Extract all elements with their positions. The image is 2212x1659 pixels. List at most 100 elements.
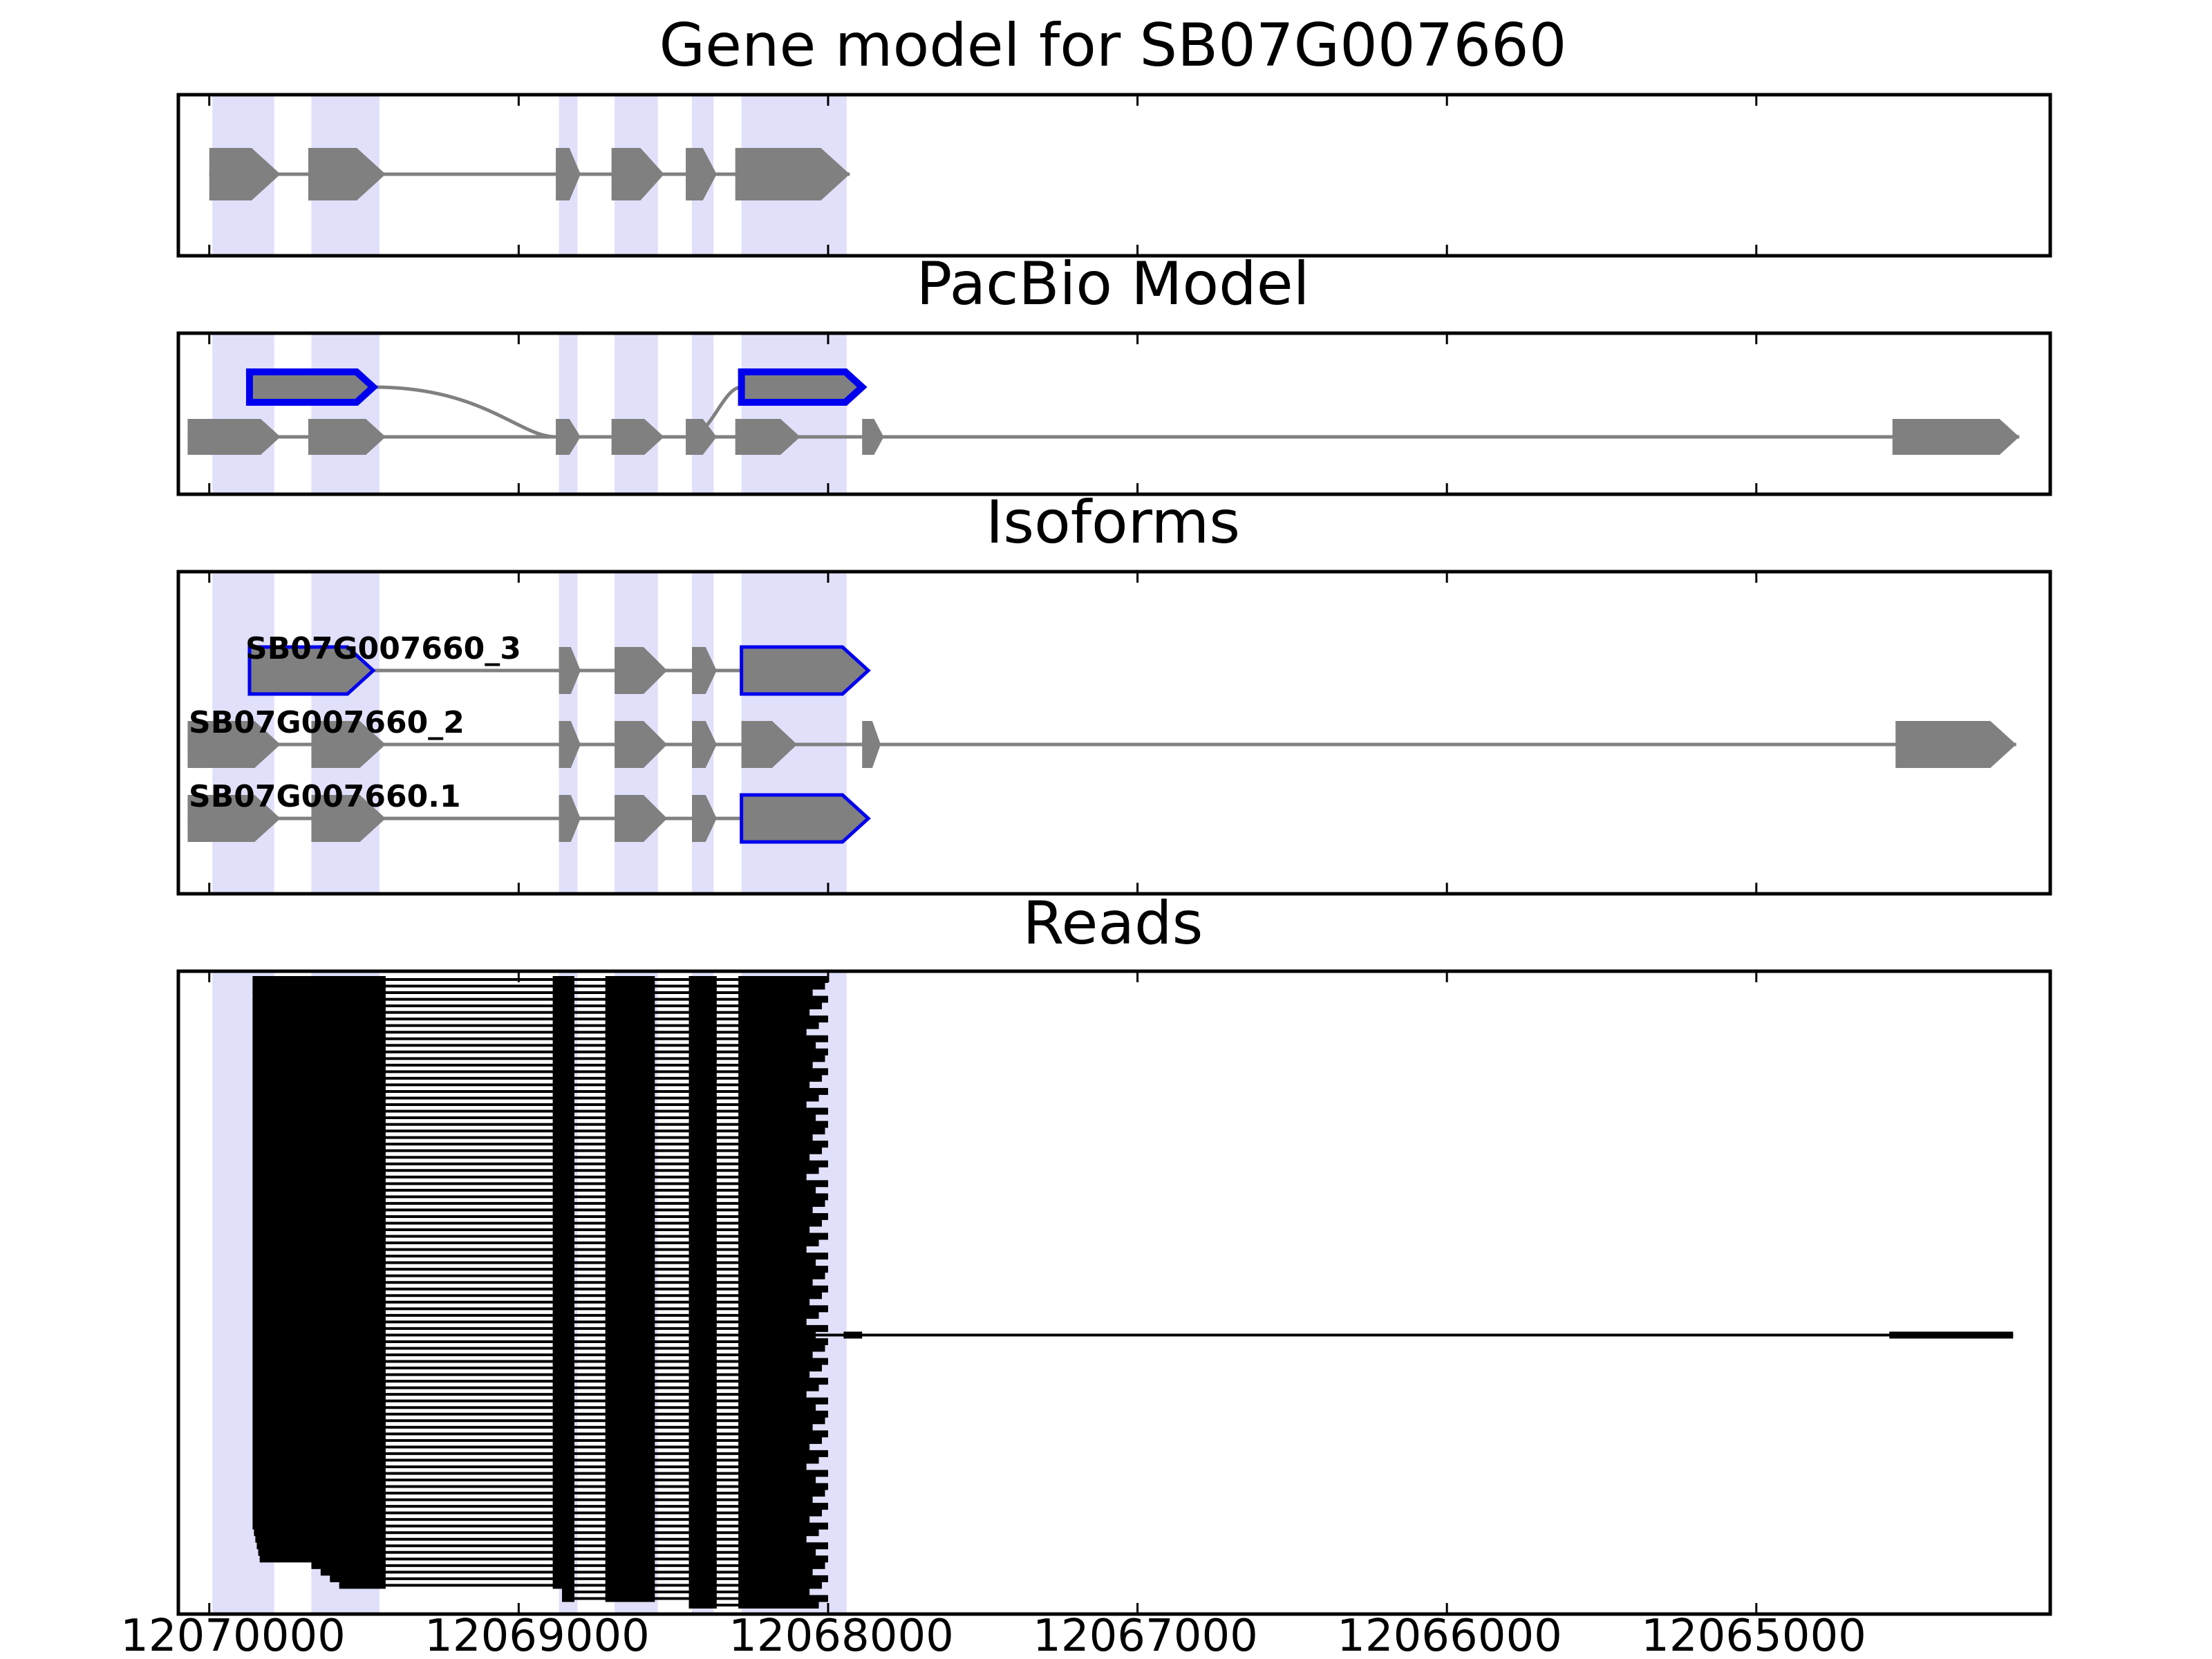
read-block: [552, 1048, 574, 1056]
read-block: [552, 1555, 574, 1563]
exon-block: [209, 148, 281, 200]
read-block: [252, 1331, 386, 1339]
read-block: [738, 1134, 813, 1141]
read-block: [738, 982, 825, 990]
read-block: [552, 1173, 574, 1181]
read-block: [738, 1279, 813, 1286]
read-block: [552, 1463, 574, 1470]
read-block: [552, 1061, 574, 1069]
read-block: [252, 1522, 386, 1530]
read-block: [738, 1404, 816, 1412]
read-block: [552, 1535, 574, 1543]
read-block: [738, 1048, 828, 1056]
read-block: [605, 1595, 655, 1602]
read-block: [738, 1068, 828, 1076]
read-block: [738, 1535, 807, 1543]
read-block: [688, 1397, 717, 1405]
read-block: [688, 1324, 717, 1332]
read-block: [688, 1490, 717, 1497]
read-block: [738, 1285, 828, 1293]
read-block: [738, 1542, 828, 1550]
read-block: [252, 1450, 386, 1457]
read-block: [605, 1509, 655, 1517]
exon-block: [556, 419, 581, 455]
isoform-label-1: SB07G007660.1: [189, 779, 461, 814]
read-block: [552, 1318, 574, 1326]
read-block: [552, 1199, 574, 1207]
read-block: [605, 1344, 655, 1352]
panel-frame: [176, 969, 2052, 1616]
read-block: [688, 989, 717, 997]
read-block: [605, 1180, 655, 1188]
read-block: [738, 1226, 810, 1233]
read-block: [605, 1496, 655, 1503]
read-block: [255, 1535, 386, 1543]
read-block: [738, 1074, 823, 1082]
read-block: [252, 1259, 386, 1266]
read-block: [252, 1516, 386, 1524]
read-block: [688, 1568, 717, 1576]
read-block: [552, 1029, 574, 1036]
read-block: [252, 1226, 386, 1233]
read-block: [552, 1503, 574, 1510]
read-block: [688, 1358, 717, 1365]
read-block: [552, 1397, 574, 1405]
read-block: [252, 1490, 386, 1497]
read-block: [688, 1436, 717, 1444]
read-block: [552, 1035, 574, 1042]
exon-region-shade: [212, 333, 274, 494]
exon-block: [556, 148, 581, 200]
read-block: [252, 1199, 386, 1207]
read-block: [738, 1384, 819, 1391]
panel-frame: [176, 570, 2052, 896]
read-block: [252, 1318, 386, 1326]
read-block: [562, 1588, 574, 1595]
read-block: [552, 1509, 574, 1517]
panel-2-title: PacBio Model: [916, 250, 1309, 319]
read-block: [252, 1483, 386, 1490]
read-block: [252, 1358, 386, 1365]
read-block: [605, 1232, 655, 1240]
read-block: [688, 1371, 717, 1378]
read-block: [688, 1338, 717, 1345]
read-block: [688, 1365, 717, 1372]
read-block: [552, 1292, 574, 1300]
read-block: [688, 1074, 717, 1082]
read-block: [688, 1253, 717, 1260]
read-block: [552, 1496, 574, 1503]
exon-block: [308, 419, 386, 455]
splice-connector: [373, 385, 556, 439]
read-block: [552, 1279, 574, 1286]
read-block: [738, 1114, 816, 1122]
read-block: [738, 1042, 816, 1049]
read-block: [259, 1555, 386, 1563]
read-block: [252, 1147, 386, 1154]
read-block: [252, 1311, 386, 1319]
read-block: [738, 1562, 825, 1569]
read-block: [252, 1127, 386, 1135]
exon-block: [615, 647, 668, 694]
read-block: [738, 1127, 825, 1135]
read-block: [688, 1285, 717, 1293]
read-block: [738, 1292, 823, 1300]
read-block: [738, 995, 828, 1003]
read-block: [605, 1068, 655, 1076]
read-block: [552, 1212, 574, 1220]
read-block: [605, 995, 655, 1003]
read-block: [552, 1101, 574, 1108]
read-block: [605, 1397, 655, 1405]
read-block: [605, 1266, 655, 1273]
read-block: [562, 1595, 574, 1602]
read-block: [738, 1477, 816, 1483]
read-block: [738, 1410, 828, 1418]
read-block: [552, 1331, 574, 1339]
xtick-label-1: 12069000: [424, 1611, 650, 1659]
read-block: [252, 1035, 386, 1042]
read-block: [605, 1588, 655, 1595]
read-block: [605, 1154, 655, 1161]
read-block: [552, 1147, 574, 1154]
read-block: [552, 1391, 574, 1398]
read-block: [252, 1048, 386, 1056]
read-block: [552, 1009, 574, 1016]
